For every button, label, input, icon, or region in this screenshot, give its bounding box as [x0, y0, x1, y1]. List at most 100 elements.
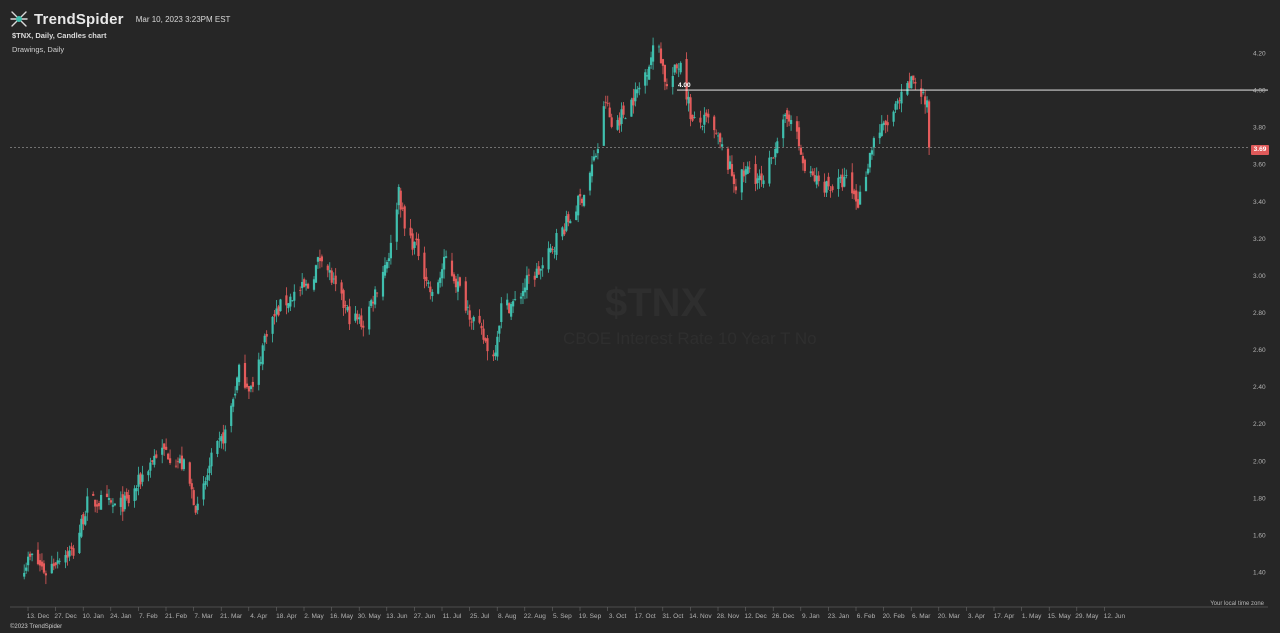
candle-body[interactable] [480, 325, 483, 329]
candle-body[interactable] [638, 87, 641, 90]
candle-body[interactable] [218, 438, 221, 440]
candle-body[interactable] [301, 281, 304, 289]
candle-body[interactable] [827, 176, 830, 187]
candle-body[interactable] [608, 107, 611, 118]
candle-body[interactable] [417, 238, 420, 257]
candle-body[interactable] [413, 241, 416, 248]
candle-body[interactable] [728, 161, 732, 169]
candle-body[interactable] [616, 120, 619, 130]
candle-body[interactable] [149, 462, 152, 471]
candle-body[interactable] [192, 490, 195, 506]
candle-body[interactable] [630, 99, 633, 117]
candle-body[interactable] [441, 269, 444, 279]
candle-body[interactable] [425, 276, 428, 282]
candle-body[interactable] [58, 560, 61, 562]
candle-body[interactable] [748, 167, 751, 169]
candle-body[interactable] [659, 48, 663, 64]
candle-body[interactable] [914, 81, 917, 84]
candle-body[interactable] [539, 268, 542, 271]
candle-body[interactable] [592, 156, 596, 161]
candle-body[interactable] [368, 306, 371, 330]
candle-body[interactable] [634, 89, 637, 102]
candle-body[interactable] [415, 238, 418, 241]
candle-body[interactable] [243, 363, 247, 388]
candle-body[interactable] [492, 354, 495, 357]
candle-body[interactable] [427, 282, 430, 284]
candle-body[interactable] [567, 214, 570, 223]
candle-body[interactable] [326, 265, 329, 271]
candle-body[interactable] [470, 321, 473, 323]
candle-body[interactable] [594, 155, 598, 158]
candle-body[interactable] [555, 233, 558, 255]
candle-body[interactable] [521, 291, 525, 297]
candle-body[interactable] [216, 440, 219, 454]
candle-body[interactable] [927, 101, 931, 148]
candle-body[interactable] [478, 315, 481, 323]
candle-body[interactable] [94, 499, 97, 507]
candle-body[interactable] [334, 275, 337, 285]
candle-body[interactable] [756, 178, 759, 184]
candle-body[interactable] [910, 76, 913, 89]
candle-body[interactable] [484, 338, 487, 342]
candle-body[interactable] [450, 260, 454, 276]
candle-body[interactable] [96, 504, 99, 507]
candle-body[interactable] [188, 462, 191, 484]
candle-body[interactable] [719, 133, 722, 143]
candle-body[interactable] [786, 110, 789, 119]
candle-body[interactable] [395, 209, 398, 242]
candle-body[interactable] [411, 233, 414, 250]
candle-body[interactable] [64, 554, 67, 563]
candle-body[interactable] [40, 561, 44, 567]
candle-body[interactable] [56, 560, 59, 564]
candle-body[interactable] [468, 310, 471, 320]
candle-body[interactable] [127, 494, 130, 504]
candle-body[interactable] [508, 303, 511, 314]
candle-body[interactable] [356, 313, 359, 320]
candle-body[interactable] [236, 377, 239, 391]
candle-body[interactable] [429, 286, 432, 293]
candle-body[interactable] [265, 333, 268, 337]
candle-body[interactable] [811, 171, 814, 176]
candle-body[interactable] [926, 100, 929, 108]
candle-body[interactable] [220, 436, 223, 442]
candle-body[interactable] [151, 460, 154, 463]
candle-body[interactable] [866, 168, 870, 174]
candle-body[interactable] [774, 148, 777, 158]
candle-body[interactable] [86, 496, 89, 513]
candle-body[interactable] [803, 159, 806, 171]
candle-body[interactable] [153, 455, 156, 465]
candle-body[interactable] [247, 386, 251, 392]
candle-body[interactable] [742, 170, 745, 177]
candle-body[interactable] [577, 195, 580, 216]
logo[interactable]: TrendSpider [10, 10, 124, 28]
candle-body[interactable] [409, 227, 412, 236]
candle-body[interactable] [730, 164, 734, 176]
candle-body[interactable] [590, 164, 594, 177]
candle-body[interactable] [784, 114, 787, 117]
candle-body[interactable] [823, 181, 826, 193]
candle-body[interactable] [249, 386, 253, 390]
candle-body[interactable] [831, 186, 834, 191]
candle-body[interactable] [563, 229, 566, 235]
candle-body[interactable] [125, 492, 128, 499]
candle-body[interactable] [685, 58, 688, 100]
candle-body[interactable] [42, 563, 46, 573]
candle-body[interactable] [437, 282, 440, 294]
candle-body[interactable] [565, 215, 568, 231]
candle-body[interactable] [30, 553, 34, 555]
candle-body[interactable] [82, 514, 85, 525]
candle-body[interactable] [839, 176, 842, 179]
candle-body[interactable] [813, 175, 816, 182]
candle-body[interactable] [486, 338, 489, 352]
candle-body[interactable] [190, 483, 193, 490]
candle-body[interactable] [155, 454, 158, 458]
candle-body[interactable] [857, 199, 860, 208]
candle-body[interactable] [54, 562, 57, 566]
candle-body[interactable] [271, 316, 274, 334]
candle-body[interactable] [332, 278, 335, 280]
candle-body[interactable] [401, 207, 404, 209]
candle-body[interactable] [646, 75, 649, 77]
candle-body[interactable] [381, 271, 385, 297]
candle-body[interactable] [760, 173, 763, 181]
candle-body[interactable] [383, 265, 387, 276]
